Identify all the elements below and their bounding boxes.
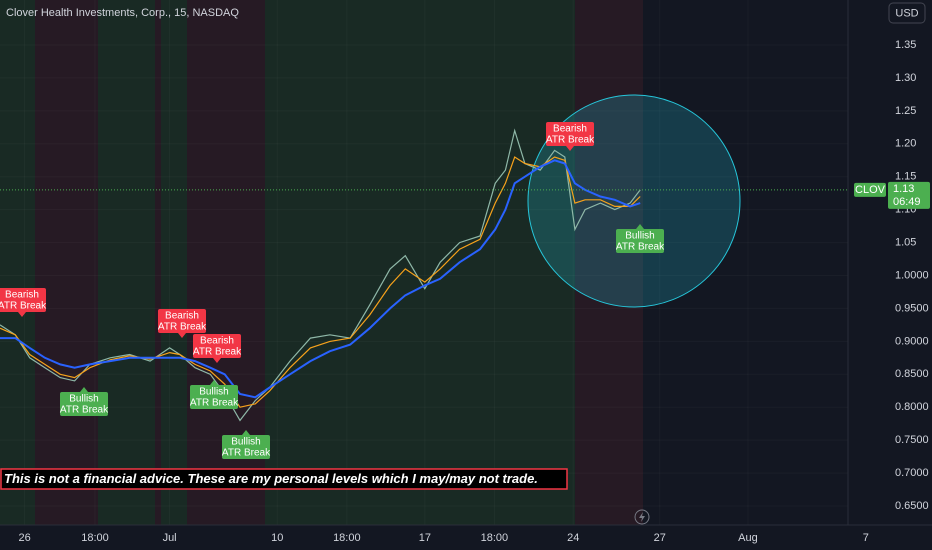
circle-drawing bbox=[527, 94, 741, 308]
y-tick-label: 0.7000 bbox=[895, 467, 929, 479]
y-tick-label: 0.7500 bbox=[895, 434, 929, 446]
x-tick-label: 27 bbox=[654, 532, 666, 544]
time-axis bbox=[0, 525, 932, 550]
x-tick-label: 7 bbox=[863, 532, 869, 544]
signal-text: Bearish bbox=[165, 311, 199, 322]
chart-title: Clover Health Investments, Corp., 15, NA… bbox=[6, 7, 239, 19]
y-tick-label: 0.8500 bbox=[895, 368, 929, 380]
signal-text: Bullish bbox=[625, 231, 654, 242]
y-tick-label: 0.6500 bbox=[895, 500, 929, 512]
replay-icon[interactable] bbox=[634, 509, 650, 525]
signal-pointer bbox=[178, 333, 186, 338]
y-tick-label: 1.25 bbox=[895, 105, 916, 117]
band bbox=[575, 0, 643, 525]
signal-box bbox=[616, 229, 664, 253]
signal-pointer bbox=[210, 380, 218, 385]
signal-pointer bbox=[242, 430, 250, 435]
symbol-tag bbox=[854, 182, 886, 197]
signal-text: ATR Break bbox=[0, 301, 47, 312]
x-tick-label: 26 bbox=[18, 532, 30, 544]
signal-pointer bbox=[213, 358, 221, 363]
currency-label[interactable]: USD bbox=[895, 7, 918, 19]
y-tick-label: 1.0000 bbox=[895, 269, 929, 281]
signal-text: Bearish bbox=[200, 336, 234, 347]
signal-pointer bbox=[636, 224, 644, 229]
disclaimer-box bbox=[0, 468, 568, 490]
band bbox=[0, 0, 35, 525]
x-tick-label: 18:00 bbox=[333, 532, 361, 544]
y-tick-label: 1.30 bbox=[895, 72, 916, 84]
signal-box bbox=[193, 334, 241, 358]
x-tick-label: Aug bbox=[738, 532, 758, 544]
signal-text: Bullish bbox=[199, 387, 228, 398]
symbol-tag-label: CLOV bbox=[855, 184, 886, 196]
axes: 1.351.301.251.201.151.101.051.00000.9500… bbox=[18, 39, 930, 544]
signal-box bbox=[60, 392, 108, 416]
signal-text: ATR Break bbox=[190, 398, 239, 409]
x-tick-label: 17 bbox=[419, 532, 431, 544]
signal-text: ATR Break bbox=[158, 322, 207, 333]
signal-text: ATR Break bbox=[546, 135, 595, 146]
y-tick-label: 1.20 bbox=[895, 138, 916, 150]
y-tick-label: 0.9000 bbox=[895, 335, 929, 347]
signal-box bbox=[546, 122, 594, 146]
y-tick-label: 0.8000 bbox=[895, 401, 929, 413]
disclaimer: This is not a financial advice. These ar… bbox=[4, 471, 538, 486]
signal-box bbox=[0, 288, 46, 312]
signal-box bbox=[190, 385, 238, 409]
y-tick-label: 1.15 bbox=[895, 171, 916, 183]
band bbox=[98, 0, 155, 525]
session-bands bbox=[0, 0, 643, 525]
x-tick-label: 18:00 bbox=[81, 532, 109, 544]
x-tick-label: 10 bbox=[271, 532, 283, 544]
signal-text: Bullish bbox=[69, 394, 98, 405]
y-tick-label: 0.9500 bbox=[895, 302, 929, 314]
signal-text: ATR Break bbox=[222, 448, 271, 459]
signal-text: Bullish bbox=[231, 437, 260, 448]
signal-pointer bbox=[566, 146, 574, 151]
series-line bbox=[0, 128, 641, 422]
signal-pointer bbox=[80, 387, 88, 392]
signal-text: ATR Break bbox=[60, 405, 109, 416]
y-tick-label: 1.05 bbox=[895, 236, 916, 248]
signal-text: ATR Break bbox=[193, 347, 242, 358]
price-tag bbox=[888, 181, 930, 209]
price-axis bbox=[848, 0, 932, 550]
replay-icon-bolt[interactable] bbox=[639, 512, 645, 522]
currency-button[interactable] bbox=[888, 2, 926, 24]
price-tag-countdown: 06:49 bbox=[893, 196, 921, 208]
band bbox=[265, 0, 575, 525]
band bbox=[35, 0, 98, 525]
price-tag-value: 1.13 bbox=[893, 183, 914, 195]
y-tick-label: 1.35 bbox=[895, 39, 916, 51]
series-line bbox=[0, 159, 641, 399]
x-tick-label: 18:00 bbox=[481, 532, 509, 544]
signal-text: Bearish bbox=[5, 290, 39, 301]
signal-text: ATR Break bbox=[616, 242, 665, 253]
band bbox=[155, 0, 161, 525]
x-tick-label: 24 bbox=[567, 532, 579, 544]
signal-box bbox=[222, 435, 270, 459]
band bbox=[161, 0, 187, 525]
x-tick-label: Jul bbox=[163, 532, 177, 544]
signal-text: Bearish bbox=[553, 124, 587, 135]
signal-box bbox=[158, 309, 206, 333]
signal-pointer bbox=[18, 312, 26, 317]
